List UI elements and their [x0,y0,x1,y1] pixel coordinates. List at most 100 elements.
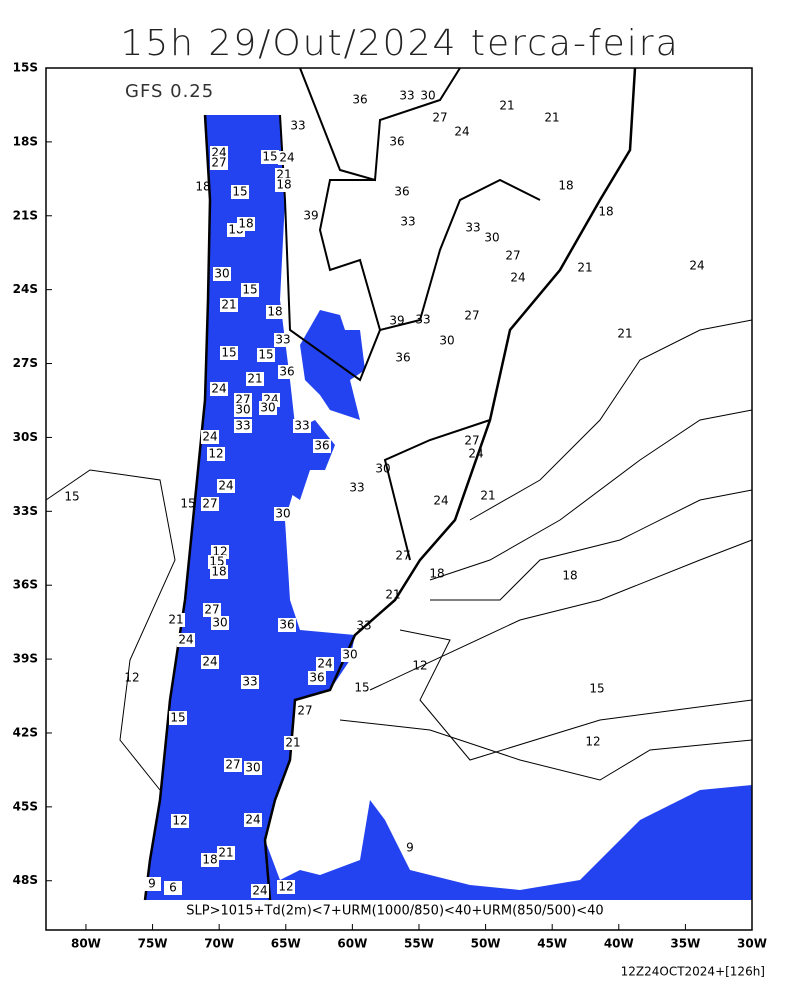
label-background [164,881,182,895]
contour-label: 24 [245,813,260,827]
contour-label: 6 [169,881,177,895]
contour-label: 30 [245,761,260,775]
contour-label: 18 [429,567,444,581]
contour-label: 33 [415,313,430,327]
contour-label: 24 [689,259,704,273]
contour-label: 36 [394,185,409,199]
contour-label: 30 [342,648,357,662]
label-background [274,507,292,521]
label-background [302,209,320,223]
contour-label: 30 [484,231,499,245]
label-background [203,603,221,617]
contour-line [45,319,753,791]
criteria-text: SLP>1015+Td(2m)<7+URM(1000/850)<40+URM(8… [186,904,603,919]
contour-label: 24 [468,447,483,461]
contour-label: 36 [279,618,294,632]
contour-label: 30 [439,334,454,348]
contour-label: 12 [172,814,187,828]
label-background [143,877,161,891]
label-background [217,479,235,493]
footer: 12Z24OCT2024+[126h] [621,965,765,979]
label-background [284,736,302,750]
label-background [278,151,296,165]
contour-label: 33 [235,419,250,433]
map-frame [45,67,753,931]
contour-label: 24 [252,884,267,898]
contour-label: 36 [309,671,324,685]
contour-label: 24 [202,655,217,669]
contour-label: 15 [242,283,257,297]
contour-label: 30 [212,616,227,630]
contour-label: 33 [356,619,371,633]
contour-label: 27 [505,249,520,263]
label-background [257,348,275,362]
model-label: GFS 0.25 [125,81,214,102]
contour-label: 27 [297,704,312,718]
contour-label: 24 [279,151,294,165]
label-background [261,150,279,164]
contour-label: 15 [170,711,185,725]
contour-label: 27 [202,497,217,511]
label-background [244,813,262,827]
y-tick-label: 27S [13,356,38,370]
y-tick-label: 24S [13,282,38,296]
contour-label: 33 [275,333,290,347]
contour-label: 15 [232,185,247,199]
title: 15h 29/Out/2024 terca-feira [120,23,679,64]
label-background [167,613,185,627]
contour-label: 24 [211,382,226,396]
label-background [224,758,242,772]
x-tick-label: 60W [337,937,367,951]
x-tick-label: 80W [71,937,101,951]
contour-label: 24 [454,125,469,139]
contour-label: 12 [208,447,223,461]
contour-label: 21 [499,99,514,113]
label-background [211,616,229,630]
contour-label: 27 [464,434,479,448]
contour-label: 15 [589,682,604,696]
contour-label: 9 [148,877,156,891]
contour-label: 33 [290,119,305,133]
contour-label: 33 [465,221,480,235]
x-tick-label: 35W [670,937,700,951]
contour-label: 30 [235,403,250,417]
contour-label: 15 [262,150,277,164]
label-background [213,267,231,281]
y-tick-label: 21S [13,208,38,222]
contour-label: 18 [562,569,577,583]
contour-label: 18 [276,178,291,192]
contour-label: 15 [180,497,195,511]
y-tick-label: 48S [13,873,38,887]
contour-label: 30 [420,89,435,103]
label-background [296,704,314,718]
contour-label: 9 [406,841,414,855]
contour-label: 33 [349,481,364,495]
label-background [207,447,225,461]
label-background [246,372,264,386]
criteria-area [145,115,752,900]
y-tick-label: 15S [13,61,38,75]
contour-label: 30 [260,401,275,415]
label-background [210,156,228,170]
contour-label: 15 [64,490,79,504]
map-body: GFS 0.25 SLP>1015+Td(2m)<7+URM(1000/850)… [45,67,753,931]
contour-label: 24 [202,430,217,444]
label-background [201,655,219,669]
x-tick-label: 70W [204,937,234,951]
contour-label: 12 [585,735,600,749]
contour-label: 18 [202,853,217,867]
coastline [143,67,637,901]
contour-label: 24 [317,657,332,671]
contour-label: 24 [510,271,525,285]
contour-label: 15 [354,681,369,695]
x-tick-label: 50W [471,937,501,951]
label-background [177,633,195,647]
label-background [201,853,219,867]
contour-label: 39 [389,314,404,328]
label-background [201,497,219,511]
contour-label: 36 [389,135,404,149]
label-background [251,884,269,898]
contour-label: 21 [617,327,632,341]
contour-label: 36 [314,439,329,453]
